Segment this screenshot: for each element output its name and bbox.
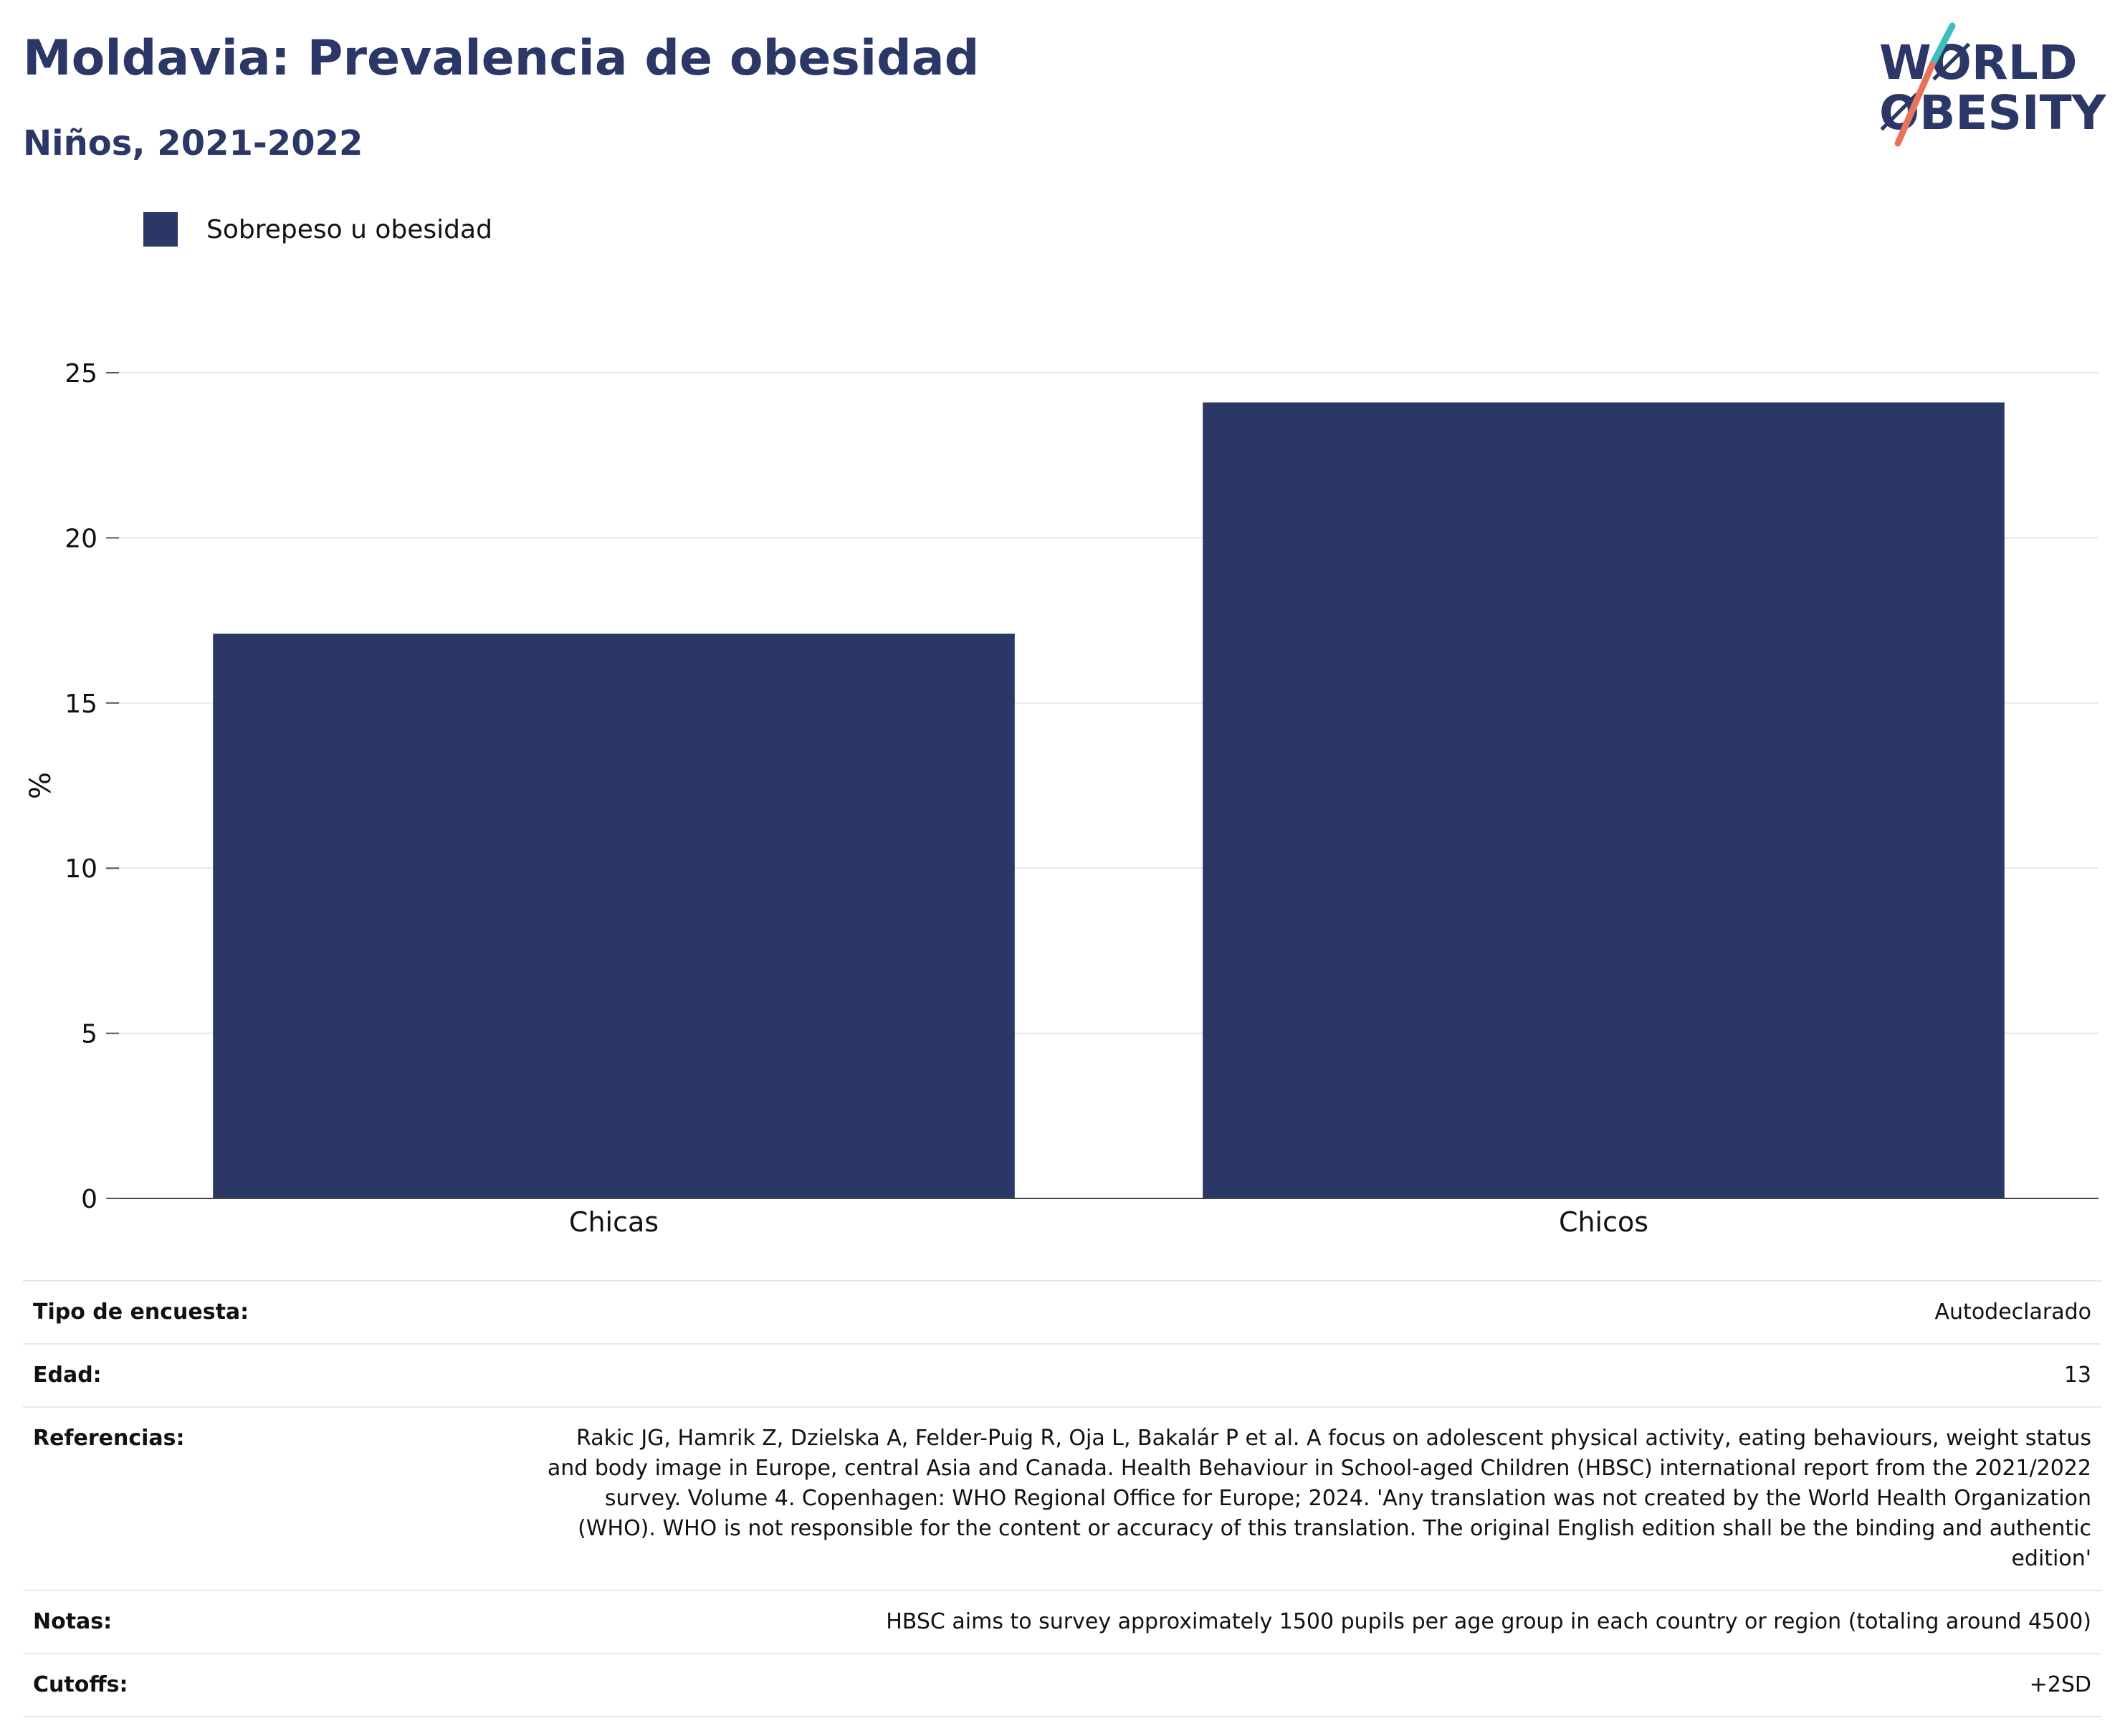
chart-legend: Sobrepeso u obesidad [143,212,492,247]
info-table: Tipo de encuesta: Autodeclarado Edad: 13 Ref… [23,1280,2101,1717]
info-row: Referencias: Rakic JG, Hamrik Z, Dzielska… [23,1406,2101,1591]
y-tick-label: 10 [65,854,97,884]
logo-slash-teal [1929,22,1956,68]
y-tick-label: 15 [65,690,97,719]
logo-slash-coral [1894,61,1936,147]
info-value: Autodeclarado [530,1280,2101,1345]
info-value: HBSC aims to survey approximately 1500 p… [530,1590,2101,1654]
info-value: 13 [530,1343,2101,1408]
y-tick-label: 25 [65,359,97,388]
info-label: Edad: [23,1343,530,1408]
x-tick-label: Chicas [569,1206,659,1238]
chart-title: Moldavia: Prevalencia de obesidad [23,30,980,87]
bar-chart: 0 5 10 15 20 25% Chicas Chicos [24,359,2098,1238]
y-tick-label: 5 [81,1020,97,1049]
info-label: Notas: [23,1590,530,1654]
info-value: Rakic JG, Hamrik Z, Dzielska A, Felder-P… [530,1406,2101,1591]
world-obesity-logo: WØRLD ØBESITY [1879,22,2107,147]
info-label: Referencias: [23,1406,530,1591]
x-tick-label: Chicos [1559,1206,1648,1238]
info-row: Cutoffs: +2SD [23,1653,2101,1717]
info-value: +2SD [530,1653,2101,1717]
bar-chicas [213,634,1015,1198]
info-label: Cutoffs: [23,1653,530,1717]
y-tick-label: 0 [81,1185,97,1214]
info-row: Notas: HBSC aims to survey approximately … [23,1590,2101,1654]
bar-chicos [1203,402,2005,1199]
info-row: Edad: 13 [23,1343,2101,1408]
legend-swatch [143,212,178,247]
logo-line-1: WØRLD [1879,35,2078,90]
info-label: Tipo de encuesta: [23,1280,530,1345]
y-axis-title: % [24,772,57,799]
chart-subtitle: Niños, 2021-2022 [23,123,363,163]
info-row: Tipo de encuesta: Autodeclarado [23,1280,2101,1345]
legend-label: Sobrepeso u obesidad [206,214,492,244]
y-tick-label: 20 [65,524,97,553]
